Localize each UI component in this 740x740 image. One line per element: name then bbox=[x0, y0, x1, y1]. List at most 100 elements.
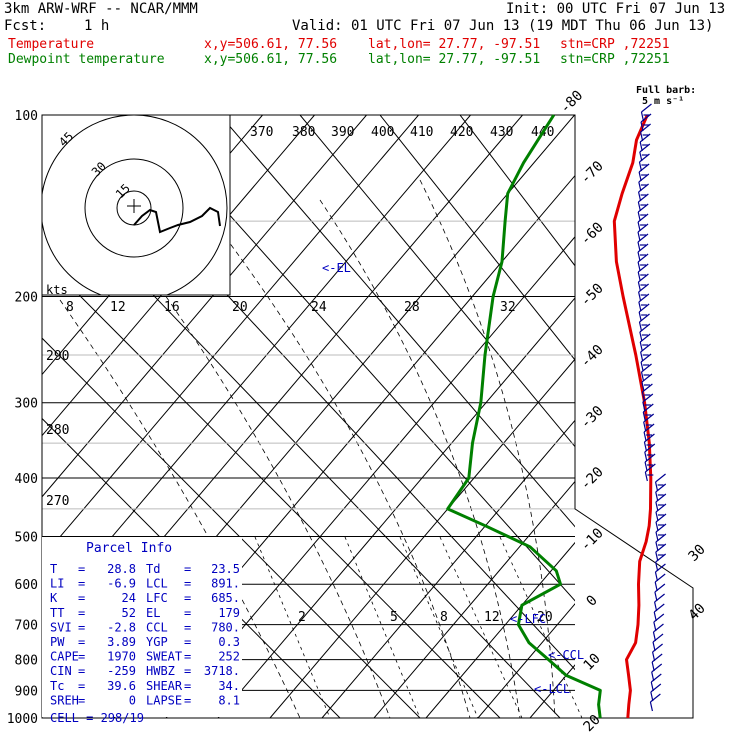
parcel-eq: = bbox=[78, 650, 85, 664]
temperature-line bbox=[612, 114, 653, 719]
isotherm-line bbox=[686, 115, 740, 718]
cell-motion: CELL = 298/19 bbox=[50, 711, 144, 725]
parcel-key: SREH bbox=[50, 693, 79, 707]
lfc-marker: <-LFC bbox=[510, 612, 546, 626]
level-markers: <-EL <-LFC <-CCL <-LCL bbox=[322, 261, 584, 696]
temperature-xy: x,y=506.61, 77.56 bbox=[204, 37, 338, 52]
isotherm-tick-label: -30 bbox=[578, 403, 607, 432]
parcel-key: Tc bbox=[50, 679, 64, 693]
parcel-eq: = bbox=[78, 620, 85, 634]
dewpoint-stn: stn=CRP ,72251 bbox=[560, 52, 670, 67]
wind-barb bbox=[643, 423, 655, 442]
speed-tick: 32 bbox=[500, 300, 516, 315]
hodograph-speed-unit: kts bbox=[46, 283, 68, 297]
parcel-eq: = bbox=[184, 664, 191, 678]
parcel-eq: = bbox=[78, 635, 85, 649]
parcel-eq: = bbox=[78, 679, 85, 693]
wind-barb bbox=[654, 583, 666, 602]
parcel-eq: = bbox=[184, 620, 191, 634]
isotherm-tick-label: -10 bbox=[578, 525, 607, 554]
parcel-key: CCL bbox=[146, 620, 168, 634]
valid-time: Valid: 01 UTC Fri 07 Jun 13 (19 MDT Thu … bbox=[292, 18, 714, 34]
parcel-key: SWEAT bbox=[146, 650, 182, 664]
parcel-key: TT bbox=[50, 606, 64, 620]
wind-barb bbox=[638, 313, 650, 332]
dewpoint-line bbox=[446, 114, 602, 719]
wind-barb bbox=[641, 383, 653, 402]
wind-barb bbox=[640, 123, 651, 142]
wind-barb bbox=[641, 373, 653, 392]
parcel-value: 3718. bbox=[204, 664, 240, 678]
parcel-key: SHEAR bbox=[146, 679, 183, 693]
sounding-profiles bbox=[446, 114, 653, 719]
wind-barb bbox=[638, 283, 649, 302]
wind-barb bbox=[655, 533, 667, 552]
parcel-eq: = bbox=[184, 650, 191, 664]
pressure-tick-label: 900 bbox=[15, 684, 38, 699]
wind-barb bbox=[637, 193, 649, 212]
wind-barb bbox=[637, 223, 649, 242]
parcel-key: LI bbox=[50, 577, 64, 591]
isotherm-line bbox=[582, 115, 740, 718]
barb-legend-title: Full barb: bbox=[636, 85, 696, 96]
speed-tick: 12 bbox=[110, 300, 126, 315]
parcel-eq: = bbox=[184, 606, 191, 620]
parcel-key: K bbox=[50, 591, 58, 605]
wind-barb bbox=[639, 133, 651, 152]
theta-label: 280 bbox=[46, 423, 69, 438]
isotherm-tick-label: -50 bbox=[578, 281, 607, 310]
parcel-key: CAPE bbox=[50, 650, 79, 664]
pressure-tick-label: 100 bbox=[15, 109, 38, 124]
isotherm-line bbox=[477, 603, 575, 718]
temperature-label: Temperature bbox=[8, 37, 95, 52]
wind-barb bbox=[640, 103, 652, 122]
parcel-key: SVI bbox=[50, 620, 72, 634]
parcel-value: 252 bbox=[218, 650, 240, 664]
wind-barb bbox=[642, 393, 654, 412]
wind-barb bbox=[640, 363, 652, 382]
isotherm-tick-label: -20 bbox=[578, 464, 607, 493]
wind-barb bbox=[655, 543, 667, 562]
hodograph-trace bbox=[133, 206, 221, 234]
hodograph-speed-ticks: 8 12 16 20 24 28 32 bbox=[66, 300, 516, 315]
wind-barb bbox=[654, 563, 666, 582]
wind-barb bbox=[638, 173, 650, 192]
wind-barb bbox=[654, 593, 665, 612]
parcel-value: -259 bbox=[107, 664, 136, 678]
barb-legend: Full barb: 5 m s⁻¹ bbox=[636, 85, 696, 107]
wind-barb bbox=[640, 113, 652, 132]
parcel-key: Td bbox=[146, 562, 160, 576]
theta-label: 420 bbox=[450, 125, 473, 140]
parcel-key: YGP bbox=[146, 635, 168, 649]
el-marker: <-EL bbox=[322, 261, 351, 275]
mixing-ratio-label: 20 bbox=[537, 610, 553, 625]
pressure-tick-label: 300 bbox=[15, 397, 38, 412]
parcel-key: HWBZ bbox=[146, 664, 175, 678]
wind-barb bbox=[652, 633, 664, 652]
theta-label: 430 bbox=[490, 125, 513, 140]
wind-barb bbox=[637, 253, 649, 272]
parcel-key: PW bbox=[50, 635, 65, 649]
isotherm-tick-label: -70 bbox=[578, 158, 607, 187]
parcel-value: 39.6 bbox=[107, 679, 136, 693]
mixing-ratio-lines bbox=[254, 537, 583, 718]
parcel-value: 780. bbox=[211, 620, 240, 634]
wind-barb bbox=[637, 203, 649, 222]
parcel-eq: = bbox=[184, 679, 191, 693]
isotherm-line bbox=[425, 541, 575, 718]
wind-barb bbox=[649, 693, 661, 712]
wind-barb bbox=[639, 323, 651, 342]
wind-barb bbox=[644, 453, 656, 472]
wind-barb bbox=[651, 653, 663, 672]
wind-barb bbox=[655, 483, 667, 502]
parcel-value: 1970 bbox=[107, 650, 136, 664]
mixing-ratio-label: 12 bbox=[484, 610, 500, 625]
fcst-value: 1 h bbox=[84, 18, 110, 34]
parcel-info-title: Parcel Info bbox=[86, 541, 172, 556]
parcel-key: T bbox=[50, 562, 57, 576]
parcel-key: LFC bbox=[146, 591, 168, 605]
isotherm-tick-label: -80 bbox=[557, 88, 586, 117]
isotherm-line bbox=[42, 115, 367, 498]
parcel-value: 3.89 bbox=[107, 635, 136, 649]
